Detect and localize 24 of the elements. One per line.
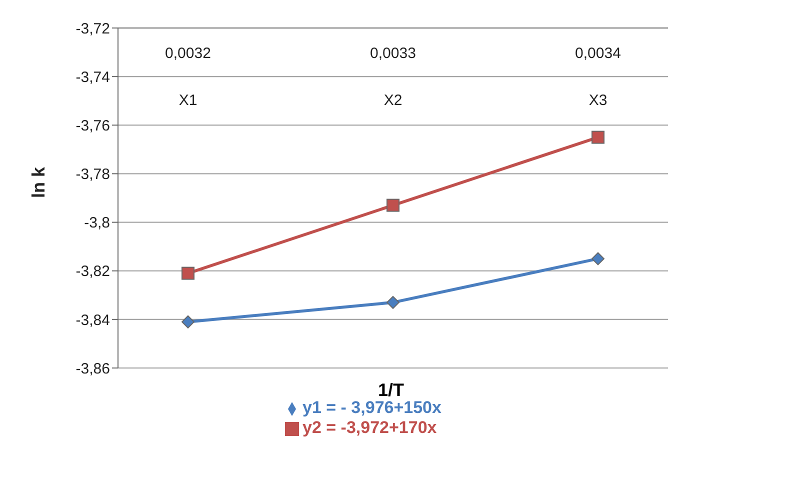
y-tick-label: -3,84 (76, 312, 110, 329)
point (592, 252, 604, 266)
point (386, 296, 400, 309)
x-axis-title: 1/T (378, 380, 404, 401)
y-tick-label: -3,72 (76, 20, 110, 38)
point (182, 315, 194, 328)
point (182, 266, 194, 280)
y-tick-label: -3,76 (76, 117, 110, 134)
legend-label: y1 = - 3,976+150x (302, 398, 442, 417)
y-tick-label: -3,8 (84, 214, 110, 232)
x-tick-label: 0,0033 (370, 45, 416, 62)
y-tick-label: -3,82 (76, 263, 110, 280)
point (386, 198, 400, 212)
y-tick-label: -3,86 (76, 360, 110, 378)
y-tick-label: -3,78 (76, 166, 110, 184)
x-tick-label: 0,0032 (165, 45, 211, 62)
point (592, 130, 604, 144)
annotation: X3 (588, 92, 608, 109)
y-tick-label: -3,74 (76, 68, 110, 86)
legend-label: y2 = -3,972+170x (302, 418, 437, 437)
annotation: X2 (384, 92, 402, 109)
x-tick-label: 0,0034 (575, 45, 621, 62)
y-axis-title: ln k (28, 166, 48, 198)
annotation: X1 (178, 92, 198, 109)
